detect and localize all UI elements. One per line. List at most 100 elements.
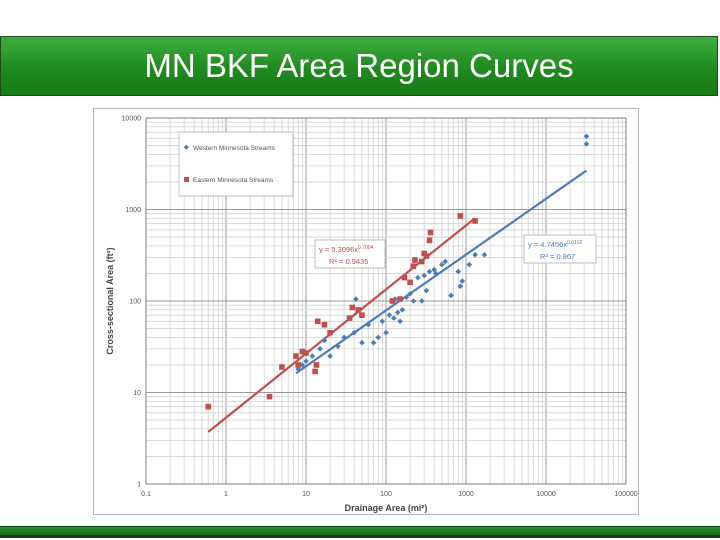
western-fit-equation: y = 4.7456x0.6102 <box>528 240 583 249</box>
western-point <box>426 268 433 275</box>
footer-bar <box>0 526 720 536</box>
legend-box <box>178 131 294 197</box>
western-point <box>317 346 323 352</box>
y-tick-label: 1 <box>137 482 141 489</box>
x-tick-label: 100000 <box>614 491 637 498</box>
western-point <box>448 292 454 299</box>
eastern-point <box>314 318 321 325</box>
western-point <box>370 339 377 346</box>
western-point <box>303 358 309 364</box>
western-point <box>341 334 347 341</box>
eastern-point <box>389 298 396 304</box>
western-point <box>455 268 462 275</box>
legend-marker-eastern <box>184 177 189 182</box>
y-tick-label: 10000 <box>122 116 142 123</box>
western-point <box>442 258 449 265</box>
eastern-fit-r2: R² = 0.9435 <box>329 257 368 266</box>
western-fit-exponent: 0.6102 <box>567 240 583 246</box>
eastern-fit-equation-base: y = 5.3096x <box>319 245 358 254</box>
western-point <box>418 298 425 304</box>
eastern-point <box>295 362 302 368</box>
eastern-point <box>359 312 365 318</box>
western-point <box>383 329 389 336</box>
western-point <box>309 353 316 359</box>
western-fit-equation-base: y = 4.7456x <box>528 240 567 249</box>
x-tick-label: 100 <box>380 491 392 498</box>
western-point <box>423 287 430 294</box>
eastern-point <box>412 257 418 263</box>
legend-label-eastern: Eastern Minnesota Streams <box>193 177 274 184</box>
western-point <box>353 296 359 302</box>
x-tick-labels: 0.1 1 10 100 1000 10000 100000 <box>141 491 638 498</box>
western-point <box>472 251 478 258</box>
x-tick-label: 10 <box>302 491 310 498</box>
y-tick-label: 100 <box>129 299 141 306</box>
eastern-point <box>426 237 433 244</box>
y-tick-label: 1000 <box>125 207 141 214</box>
western-point <box>457 283 464 290</box>
western-point <box>410 298 417 304</box>
western-point <box>583 133 590 140</box>
eastern-point <box>401 274 408 281</box>
eastern-point <box>321 321 328 328</box>
eastern-point <box>312 368 318 375</box>
legend-marker-western <box>183 144 189 150</box>
eastern-trendline <box>207 217 476 433</box>
eastern-point <box>279 364 285 370</box>
y-tick-label: 10 <box>133 390 141 397</box>
eastern-point <box>293 353 299 359</box>
eastern-point <box>303 350 309 356</box>
data-points <box>205 133 590 410</box>
plot-area-border <box>145 117 627 485</box>
slide-title: MN BKF Area Region Curves <box>144 47 574 84</box>
western-point <box>397 318 403 325</box>
western-point <box>295 366 302 372</box>
footer-line <box>0 536 720 538</box>
western-point <box>327 353 333 359</box>
western-point <box>481 251 488 258</box>
eastern-point <box>457 213 464 219</box>
eastern-point <box>346 315 353 321</box>
x-tick-label: 1000 <box>458 491 474 498</box>
western-point <box>407 290 413 297</box>
western-point <box>359 339 365 346</box>
western-point <box>321 337 328 344</box>
western-point <box>399 307 406 313</box>
eastern-point <box>266 393 273 400</box>
x-axis-label: Drainage Area (mi²) <box>345 503 428 513</box>
eastern-point <box>205 403 212 410</box>
eastern-point <box>349 304 356 311</box>
western-point <box>403 294 410 301</box>
western-fit-r2: R² = 0.867 <box>540 252 575 261</box>
western-point <box>583 141 590 147</box>
western-point <box>365 321 372 328</box>
legend-label-western: Western Minnesota Streams <box>193 145 276 152</box>
western-point <box>375 334 382 341</box>
eastern-point <box>472 218 478 224</box>
eastern-fit-equation: y = 5.3096x0.7004 <box>319 245 374 254</box>
western-point <box>386 312 393 318</box>
western-point <box>433 270 439 277</box>
eastern-fit-label: y = 5.3096x0.7004 R² = 0.9435 <box>314 239 386 269</box>
eastern-fit-exponent: 0.7004 <box>358 245 374 251</box>
western-point <box>390 315 397 321</box>
x-tick-label: 10000 <box>536 491 556 498</box>
legend: Western Minnesota Streams Eastern Minnes… <box>178 131 294 197</box>
western-trendline <box>295 169 588 375</box>
eastern-fit-box <box>314 239 386 269</box>
eastern-point <box>355 307 362 313</box>
western-point <box>459 278 466 284</box>
western-fit-box <box>523 234 597 264</box>
eastern-point <box>313 362 320 368</box>
eastern-point <box>427 229 434 236</box>
y-tick-labels: 1 10 100 1000 10000 <box>122 116 142 489</box>
eastern-point <box>418 258 425 265</box>
western-point <box>379 318 386 325</box>
eastern-point <box>410 263 417 270</box>
x-tick-label: 1 <box>224 491 228 498</box>
western-point <box>351 329 357 336</box>
western-point <box>335 343 341 350</box>
western-point <box>466 261 473 268</box>
title-banner: MN BKF Area Region Curves <box>0 36 718 96</box>
western-point <box>431 266 437 273</box>
